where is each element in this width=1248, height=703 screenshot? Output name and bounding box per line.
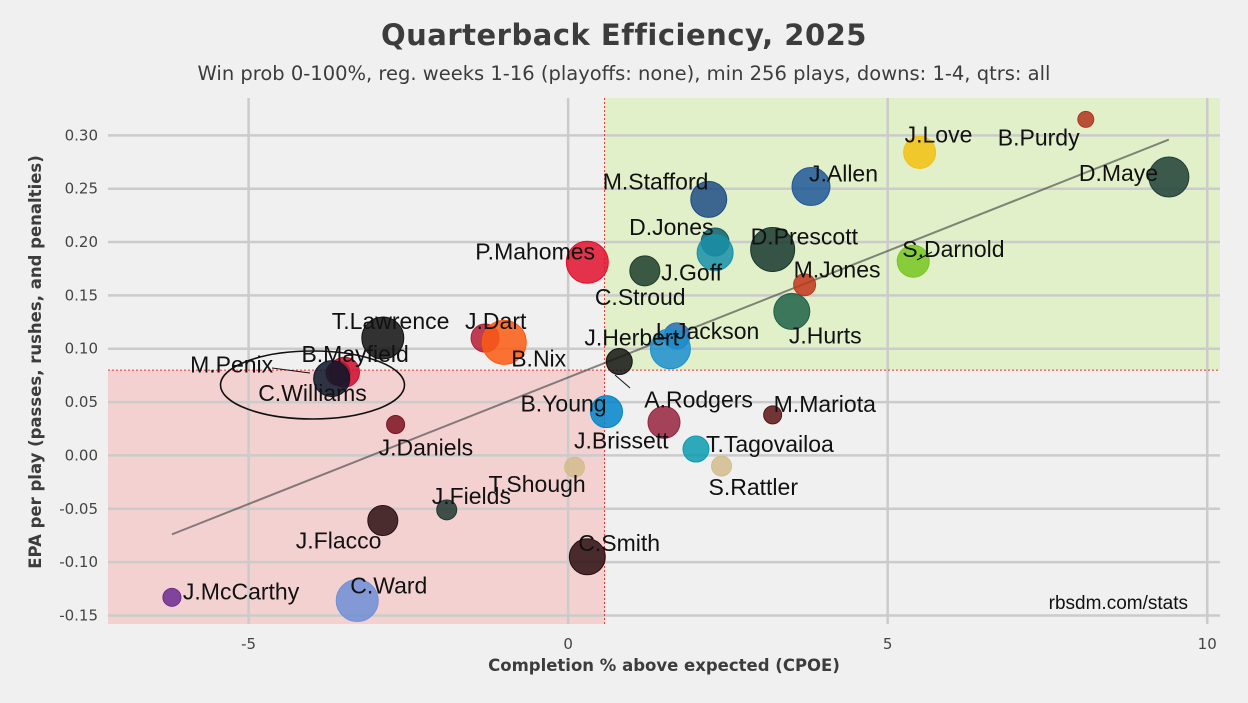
point-label: C.Ward xyxy=(350,573,427,599)
point-label: L.Jackson xyxy=(656,318,760,344)
x-axis-label: Completion % above expected (CPOE) xyxy=(488,656,840,675)
point-labels: B.Purdy J.Love D.Maye J.Allen M.Stafford D.Jo… xyxy=(183,121,1158,604)
point-label: T.Tagovailoa xyxy=(706,431,834,457)
point-label: S.Rattler xyxy=(709,474,799,500)
y-tick-label: 0.15 xyxy=(65,286,98,304)
data-point xyxy=(1148,156,1190,198)
axis-ticks: -5 0 5 10 -0.15 -0.10 -0.05 0.00 0.05 0.10 0.15 0.2… xyxy=(59,126,1217,653)
reference-lines xyxy=(108,98,1220,624)
point-label: J.Daniels xyxy=(379,434,474,460)
highlight-ellipse xyxy=(219,350,406,420)
x-tick-label: -5 xyxy=(241,635,256,653)
point-label: M.Penix xyxy=(190,351,274,377)
x-tick-label: 10 xyxy=(1198,635,1217,653)
data-point xyxy=(361,316,405,360)
y-tick-label: 0.20 xyxy=(65,233,98,251)
y-tick-label: -0.10 xyxy=(59,553,98,571)
x-tick-label: 0 xyxy=(563,635,573,653)
y-tick-label: 0.10 xyxy=(65,340,98,358)
data-point xyxy=(481,319,527,365)
data-point xyxy=(568,538,606,576)
x-tick-label: 5 xyxy=(883,635,893,653)
point-label: J.Love xyxy=(905,121,973,147)
point-label: J.Goff xyxy=(661,260,723,286)
data-point xyxy=(682,435,710,463)
y-tick-label: 0.05 xyxy=(65,393,98,411)
data-point xyxy=(903,135,937,169)
y-tick-label: 0.00 xyxy=(65,446,98,464)
y-tick-label: -0.05 xyxy=(59,500,98,518)
y-axis-label: EPA per play (passes, rushes, and penalt… xyxy=(26,155,45,569)
data-point xyxy=(605,348,633,376)
point-label: J.Flacco xyxy=(296,528,382,554)
highlight-layer xyxy=(219,350,406,420)
data-point xyxy=(750,227,796,273)
point-label: J.Allen xyxy=(809,161,878,187)
data-point xyxy=(162,587,182,607)
point-label: C.Smith xyxy=(578,530,660,556)
data-point xyxy=(647,405,681,439)
data-point xyxy=(696,234,734,272)
data-point xyxy=(690,180,728,218)
y-tick-label: -0.15 xyxy=(59,606,98,624)
point-label: C.Stroud xyxy=(595,284,686,310)
source-credit: rbsdm.com/stats xyxy=(1049,593,1188,614)
point-label: S.Darnold xyxy=(902,236,1004,262)
data-point xyxy=(565,240,609,284)
data-point xyxy=(649,328,691,370)
point-label: B.Nix xyxy=(511,345,566,371)
data-point xyxy=(1077,110,1095,128)
point-label: J.Hurts xyxy=(789,322,862,348)
point-label: B.Young xyxy=(520,391,606,417)
point-label: A.Rodgers xyxy=(644,387,753,413)
label-leader xyxy=(614,374,631,389)
point-label: M.Stafford xyxy=(603,168,709,194)
data-point xyxy=(629,255,661,287)
label-leader xyxy=(271,367,311,374)
data-point xyxy=(896,244,930,278)
data-point xyxy=(589,395,623,429)
point-label: T.Shough xyxy=(489,471,586,497)
point-label: D.Maye xyxy=(1079,160,1158,186)
data-point xyxy=(793,273,817,297)
point-label: M.Jones xyxy=(794,257,881,283)
highlight-label: C.Williams xyxy=(258,380,367,406)
point-label: D.Jones xyxy=(629,214,713,240)
data-point xyxy=(773,292,811,330)
point-label: B.Mayfield xyxy=(301,341,408,367)
point-label: P.Mahomes xyxy=(475,238,595,264)
data-point xyxy=(436,499,458,521)
chart-subtitle: Win prob 0-100%, reg. weeks 1-16 (playof… xyxy=(197,62,1051,85)
label-leader xyxy=(916,251,933,261)
y-tick-label: 0.25 xyxy=(65,180,98,198)
data-point xyxy=(564,456,586,478)
point-label: M.Mariota xyxy=(774,391,876,417)
chart-title: Quarterback Efficiency, 2025 xyxy=(380,18,867,52)
data-point xyxy=(386,414,406,434)
data-point xyxy=(313,360,351,398)
point-label: J.Herbert xyxy=(584,325,679,351)
data-point xyxy=(367,505,399,537)
data-point xyxy=(791,167,831,207)
y-tick-label: 0.30 xyxy=(65,126,98,144)
data-point xyxy=(711,455,733,477)
point-label: B.Purdy xyxy=(998,124,1080,150)
point-label: D.Prescott xyxy=(751,224,859,250)
point-label: J.Fields xyxy=(432,483,511,509)
point-label: J.Dart xyxy=(465,308,527,334)
point-label: T.Lawrence xyxy=(332,308,450,334)
data-point xyxy=(335,579,379,623)
point-label: J.Brissett xyxy=(574,427,669,453)
data-point xyxy=(763,405,783,425)
data-points xyxy=(162,110,1190,623)
point-label: J.McCarthy xyxy=(183,578,300,604)
